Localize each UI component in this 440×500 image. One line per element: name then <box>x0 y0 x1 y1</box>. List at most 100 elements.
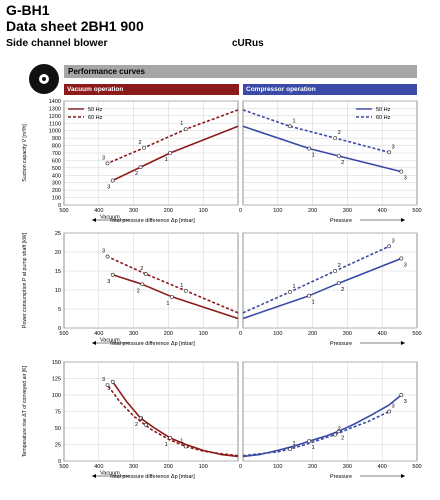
power-consumption-pressure-frame <box>242 232 418 329</box>
temperature-rise-point-label: 1 <box>292 441 295 447</box>
temperature-rise-ytick-label: 125 <box>52 377 61 383</box>
power-consumption-point-label: 2 <box>140 266 143 272</box>
power-consumption-ytick-label: 5 <box>58 307 61 313</box>
temperature-rise-point-label: 2 <box>341 435 344 441</box>
suction-capacity-point-label: 1 <box>165 157 168 163</box>
suction-capacity-vacuum-50hz-line <box>112 125 239 182</box>
temperature-rise-point-label: 3 <box>392 404 395 410</box>
power-consumption-xtick-label: 100 <box>273 331 282 337</box>
power-consumption-point-label: 1 <box>166 301 169 307</box>
temperature-rise-xtick-label: 0 <box>239 464 242 470</box>
performance-curves-title: Performance curves <box>68 67 145 76</box>
suction-capacity-point-label: 3 <box>107 184 110 190</box>
temperature-rise-vacuum-arrowhead <box>92 474 96 478</box>
power-consumption-pressure-arrowhead <box>401 341 405 345</box>
suction-capacity-xtick-label: 400 <box>94 208 103 214</box>
suction-capacity-xtick-label: 400 <box>378 208 387 214</box>
temperature-rise-operating-point <box>399 393 404 397</box>
power-consumption-ytick-label: 0 <box>58 326 61 332</box>
temperature-rise-xtick-label: 200 <box>308 464 317 470</box>
suction-capacity-ytick-label: 200 <box>52 188 61 194</box>
temperature-rise-operating-point <box>138 416 143 421</box>
power-consumption-compressor-60hz-line <box>242 245 390 314</box>
power-consumption-operating-point <box>110 272 115 277</box>
product-name: Side channel blower <box>6 37 108 49</box>
performance-curves-bar: Performance curves <box>64 65 417 78</box>
temperature-rise-xtick-label: 100 <box>199 464 208 470</box>
suction-capacity-xtick-label: 500 <box>59 208 68 214</box>
legend-60hz-label: 60 Hz <box>88 115 103 121</box>
power-consumption-vacuum-arrowhead <box>92 341 96 345</box>
power-consumption-point-label: 3 <box>107 279 110 285</box>
suction-capacity-ytick-label: 700 <box>52 151 61 157</box>
suction-capacity-xtick-label: 100 <box>273 208 282 214</box>
power-consumption-xtick-label: 500 <box>59 331 68 337</box>
temperature-rise-point-label: 1 <box>180 438 183 444</box>
suction-capacity-compressor-60hz-line <box>242 109 390 154</box>
power-consumption-xtick-label: 200 <box>164 331 173 337</box>
suction-capacity-operating-point <box>138 165 143 170</box>
suction-capacity-vacuum-label: Vacuum <box>100 215 120 221</box>
suction-capacity-xtick-label: 300 <box>343 208 352 214</box>
suction-capacity-ytick-label: 1400 <box>49 99 61 105</box>
suction-capacity-point-label: 1 <box>312 153 315 159</box>
power-consumption-vacuum-60hz-line <box>107 255 239 314</box>
temperature-rise-operating-point <box>110 379 115 384</box>
suction-capacity-point-label: 3 <box>404 176 407 182</box>
suction-capacity-xtick-label: 200 <box>164 208 173 214</box>
suction-capacity-ytick-label: 900 <box>52 136 61 142</box>
suction-capacity-point-label: 2 <box>139 140 142 146</box>
temperature-rise-operating-point <box>387 409 392 414</box>
power-consumption-xtick-label: 400 <box>94 331 103 337</box>
suction-capacity-ytick-label: 300 <box>52 181 61 187</box>
power-consumption-ytick-label: 20 <box>55 250 61 256</box>
suction-capacity-xtick-label: 300 <box>129 208 138 214</box>
power-consumption-operating-point <box>143 272 148 276</box>
suction-capacity-vacuum-arrowhead <box>92 218 96 222</box>
power-consumption-point-label: 1 <box>180 283 183 289</box>
suction-capacity-operating-point <box>183 127 188 132</box>
suction-capacity-point-label: 3 <box>102 155 105 161</box>
suction-capacity-point-label: 2 <box>338 130 341 136</box>
suction-capacity-operating-point <box>399 169 404 174</box>
temperature-rise-xtick-label: 500 <box>59 464 68 470</box>
suction-capacity-point-label: 3 <box>392 144 395 150</box>
temperature-rise-xtick-label: 300 <box>129 464 138 470</box>
temperature-rise-operating-point <box>336 429 341 434</box>
suction-capacity-ytick-label: 1000 <box>49 129 61 135</box>
suction-capacity-ytick-label: 1100 <box>49 121 61 127</box>
power-consumption-xtick-label: 200 <box>308 331 317 337</box>
power-consumption-operating-point <box>169 294 174 299</box>
suction-capacity-xlabel: Total pressure difference Δp [mbar] <box>109 218 195 224</box>
suction-capacity-ytick-label: 1300 <box>49 106 61 112</box>
suction-capacity-pressure-arrowhead <box>401 218 405 222</box>
temperature-rise-point-label: 2 <box>140 417 143 423</box>
suction-capacity-ylabel: Suction capacity V̇ [m³/h] <box>21 124 28 182</box>
suction-capacity-operating-point <box>333 136 338 141</box>
suction-capacity-ytick-label: 500 <box>52 166 61 172</box>
temperature-rise-xlabel: Total pressure difference Δp [mbar] <box>109 474 195 480</box>
suction-capacity-point-label: 1 <box>292 118 295 124</box>
power-consumption-xtick-label: 300 <box>343 331 352 337</box>
power-consumption-point-label: 1 <box>312 300 315 306</box>
suction-capacity-operating-point <box>288 124 292 129</box>
compressor-operation-band: Compressor operation <box>243 84 417 95</box>
temperature-rise-operating-point <box>307 439 312 444</box>
temperature-rise-vacuum-50hz-line <box>112 381 239 458</box>
suction-capacity-xtick-label: 500 <box>412 208 421 214</box>
suction-capacity-xtick-label: 100 <box>199 208 208 214</box>
temperature-rise-xtick-label: 300 <box>343 464 352 470</box>
vacuum-operation-band: Vacuum operation <box>64 84 239 95</box>
power-consumption-ytick-label: 15 <box>55 269 61 275</box>
temperature-rise-compressor-60hz-line <box>242 410 390 457</box>
temperature-rise-point-label: 2 <box>135 422 138 428</box>
power-consumption-operating-point <box>140 282 145 287</box>
power-consumption-vacuum-label: Vacuum <box>100 338 120 344</box>
suction-capacity-vacuum-60hz-line <box>107 109 239 165</box>
suction-capacity-operating-point <box>336 154 341 158</box>
suction-capacity-ytick-label: 600 <box>52 158 61 164</box>
power-consumption-xtick-label: 300 <box>129 331 138 337</box>
temperature-rise-point-label: 1 <box>165 442 168 448</box>
temperature-rise-point-label: 1 <box>312 445 315 451</box>
